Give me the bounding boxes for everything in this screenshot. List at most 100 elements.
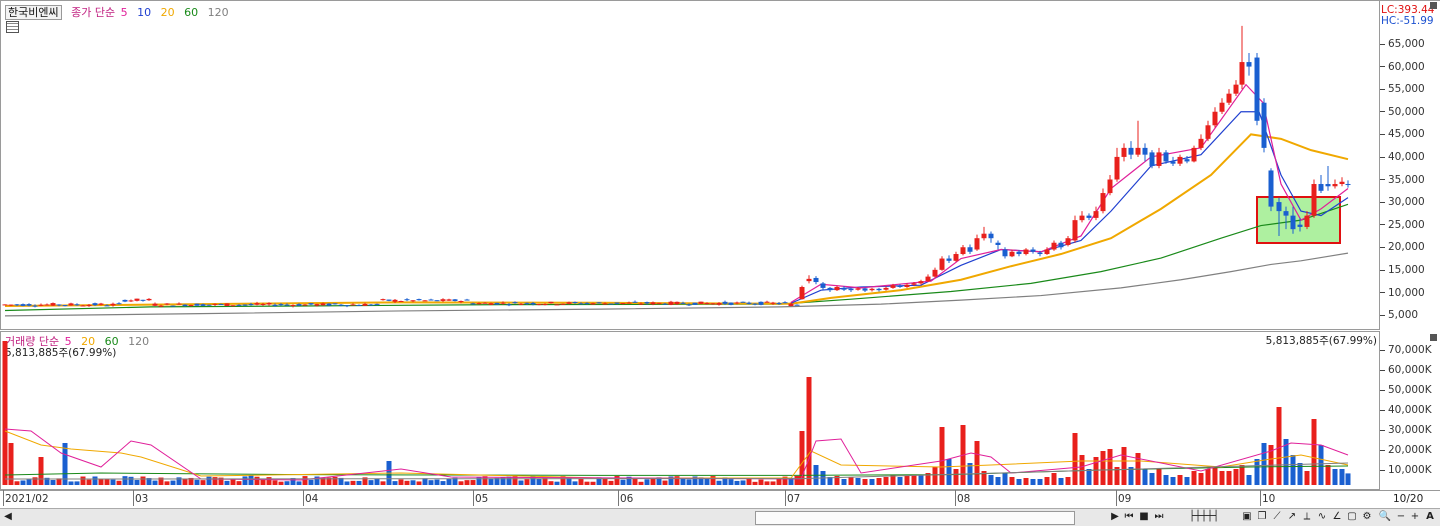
candle-body: [1121, 147, 1127, 157]
candle-body: [698, 301, 704, 304]
box-icon[interactable]: ▢: [1347, 511, 1357, 522]
volume-bar: [1339, 469, 1345, 485]
candle-body: [218, 303, 224, 305]
candle-body: [1198, 138, 1204, 148]
volume-bar: [1304, 471, 1310, 485]
zoom-icon[interactable]: 🔍: [1378, 511, 1392, 522]
copy-icon[interactable]: ❐: [1257, 511, 1267, 522]
volume-bar: [698, 477, 704, 485]
volume-bar: [974, 441, 980, 485]
price-tick-label: 15,000: [1380, 264, 1440, 276]
candle-body: [266, 303, 272, 305]
go-last-button[interactable]: ⏭: [1154, 511, 1164, 522]
candle-body: [302, 304, 308, 306]
candle-body: [752, 303, 758, 305]
price-tick-label: 20,000: [1380, 241, 1440, 253]
ma60-label: 60: [184, 6, 199, 19]
volume-bar: [782, 476, 788, 485]
candle-body: [524, 302, 530, 304]
timeline-icon[interactable]: ├┼┼┼┤: [1188, 511, 1220, 522]
volume-bar: [338, 477, 344, 485]
scroll-left-button[interactable]: ◀: [4, 511, 12, 522]
volume-bar: [62, 443, 68, 485]
volume-bar: [488, 478, 494, 485]
price-chart-panel[interactable]: 한국비엔씨 종가 단순 5 10 20 60 120: [0, 0, 1380, 330]
volume-bar: [494, 477, 500, 485]
volume-bar: [1325, 465, 1331, 485]
candle-body: [848, 288, 854, 291]
zoom-in-button[interactable]: +: [1410, 511, 1420, 522]
volume-bar: [590, 481, 596, 485]
volume-bar: [278, 481, 284, 485]
scroll-thumb[interactable]: [755, 511, 1075, 525]
volume-bar: [542, 477, 548, 485]
candle-body: [284, 304, 290, 306]
volume-bar: [692, 476, 698, 485]
candle-body: [542, 304, 548, 306]
candle-body: [290, 305, 296, 307]
volume-bar: [626, 476, 632, 485]
candle-body: [1276, 202, 1282, 212]
candle-body: [632, 301, 638, 303]
volume-bar: [883, 477, 889, 485]
go-first-button[interactable]: ⏮: [1124, 511, 1134, 522]
candle-body: [1107, 179, 1113, 194]
candle-body: [176, 303, 182, 305]
volume-bar: [512, 476, 518, 485]
candle-body: [212, 303, 218, 305]
volume-bar: [869, 479, 875, 485]
candle-body: [38, 304, 44, 306]
volume-bar: [524, 479, 530, 485]
candle-body: [476, 303, 482, 305]
stock-name[interactable]: 한국비엔씨: [5, 5, 62, 20]
volume-bar: [290, 478, 296, 485]
fib-icon[interactable]: ⟂: [1303, 511, 1311, 522]
candle-body: [32, 305, 38, 307]
stop-button[interactable]: ■: [1139, 511, 1149, 522]
panel-menu-icon[interactable]: [1430, 334, 1437, 341]
volume-bar: [362, 477, 368, 485]
volume-bar: [662, 480, 668, 485]
zoom-out-button[interactable]: −: [1396, 511, 1406, 522]
wave-icon[interactable]: ∿: [1317, 511, 1327, 522]
candle-body: [1212, 111, 1218, 126]
candle-body: [620, 303, 626, 305]
candle-body: [758, 301, 764, 305]
candle-body: [392, 299, 398, 302]
date-tick-label: 03: [133, 490, 148, 506]
price-tick-label: 45,000: [1380, 128, 1440, 140]
candle-body: [380, 299, 386, 301]
candle-body: [1261, 102, 1267, 148]
candle-body: [1184, 159, 1190, 162]
candle-body: [1023, 249, 1029, 255]
angle-icon[interactable]: ∠: [1332, 511, 1342, 522]
panel-menu-icon-top[interactable]: [1430, 2, 1437, 9]
date-tick-label: 06: [618, 490, 633, 506]
candle-body: [932, 269, 938, 277]
volume-bar: [904, 476, 910, 485]
volume-bar: [8, 443, 14, 485]
candle-body: [308, 303, 314, 305]
settings-icon[interactable]: ⚙: [1362, 511, 1372, 522]
candle-body: [911, 283, 917, 285]
grid-toggle-icon[interactable]: [6, 21, 19, 33]
volume-bar: [98, 478, 104, 485]
volume-bar: [1079, 455, 1085, 485]
draw-line-icon[interactable]: ⟋: [1273, 511, 1281, 522]
volume-bar: [788, 477, 794, 485]
volume-bar: [566, 477, 572, 485]
volume-bar: [1226, 471, 1232, 485]
scroll-right-button[interactable]: ▶: [1111, 511, 1119, 522]
volume-bar: [2, 341, 8, 485]
layout-icon[interactable]: ▣: [1242, 511, 1252, 522]
volume-bar: [1184, 477, 1190, 485]
volume-chart-panel[interactable]: 거래량 단순 5 20 60 120 5,813,885주(67.99%) 5,…: [0, 331, 1380, 490]
candle-body: [584, 302, 590, 304]
candle-body: [146, 298, 152, 301]
chart-scrollbar[interactable]: ◀ ▶ ⏮ ■ ⏭ ├┼┼┼┤ ▣ ❐ ⟋ ↗ ⟂ ∿ ∠ ▢ ⚙ 🔍 − + …: [0, 508, 1440, 526]
candle-body: [188, 305, 194, 307]
candle-body: [1058, 242, 1064, 248]
candle-body: [1002, 249, 1008, 257]
trend-icon[interactable]: ↗: [1287, 511, 1297, 522]
font-size-button[interactable]: A: [1426, 511, 1434, 522]
